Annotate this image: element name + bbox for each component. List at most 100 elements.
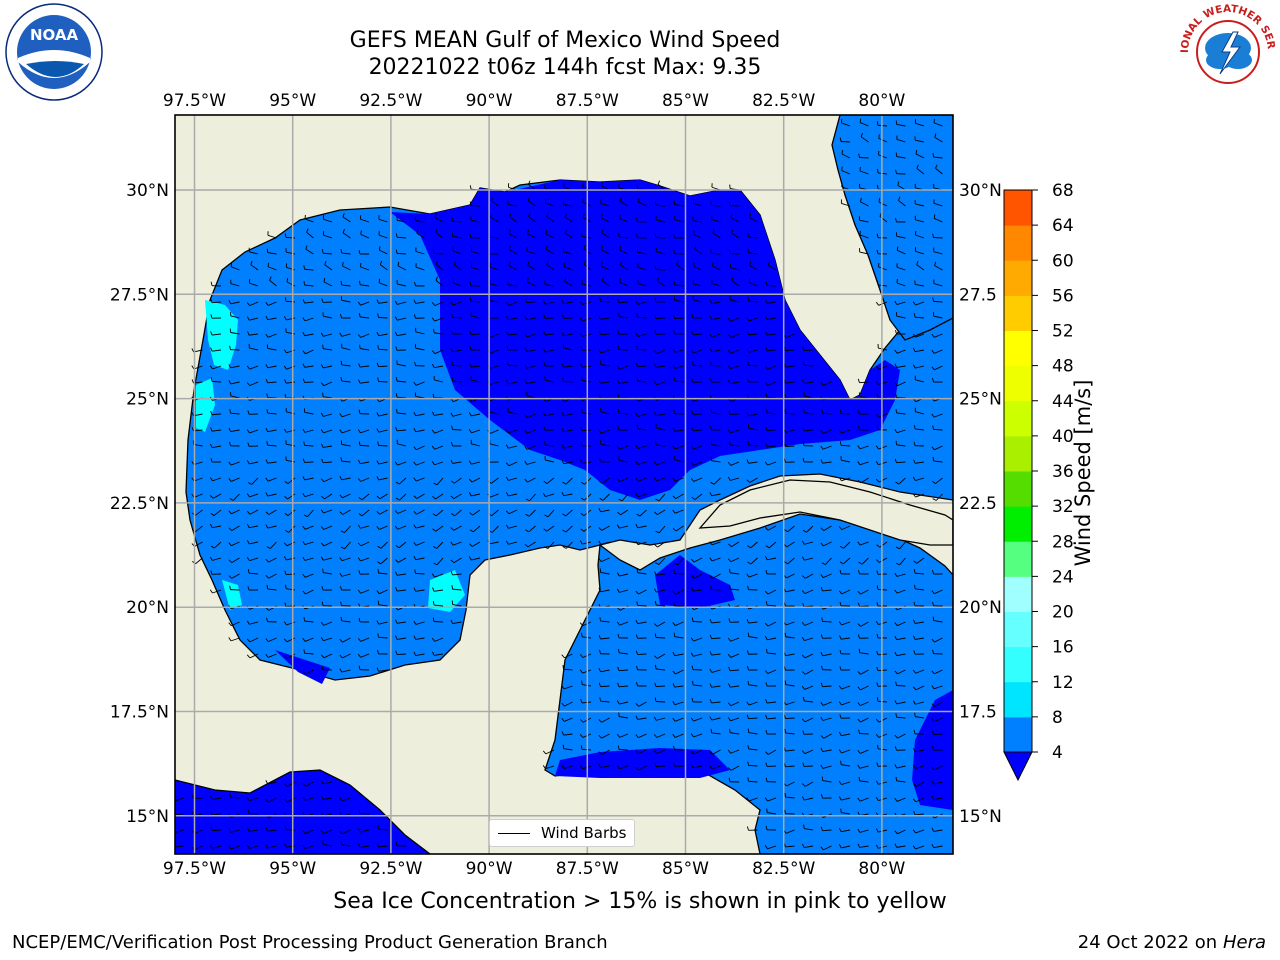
wind-barb [749,217,758,223]
wind-barb [582,412,592,415]
wind-barb [211,829,222,831]
map-canvas [175,115,953,854]
wind-barb [249,282,259,287]
lat-label-right: 22.5 [959,494,997,514]
wind-barb-flag [581,632,583,637]
wind-barb [249,541,259,545]
wind-barb-flag [505,444,509,449]
wind-barb-flag [654,633,657,638]
wind-barb-flag [246,620,250,625]
wind-barb [323,348,333,351]
wind-barb [378,218,388,223]
wind-barb-flag [229,585,231,590]
wind-barb-flag [765,527,769,531]
wind-barb [304,333,314,337]
wind-barb-flag [377,441,379,446]
wind-barb [527,281,536,287]
wind-barb-flag [802,783,806,787]
wind-barb-flag [283,621,287,626]
wind-barb [545,301,555,305]
wind-barb-flag [894,651,898,656]
wind-barb-flag [284,512,289,517]
wind-barb [545,249,555,255]
wind-barb [305,669,314,675]
colorbar-segment [1004,716,1032,753]
wind-barb-flag [561,299,565,304]
wind-barb-flag [543,362,546,367]
wind-barb-flag [320,332,324,337]
wind-barb-flag [564,277,567,282]
wind-barb-flag [320,637,324,641]
wind-barb [415,429,425,433]
atlantic-water [831,115,953,341]
wind-barb [323,413,333,417]
wind-barb-flag [413,461,417,466]
wind-barb-flag [913,313,916,318]
wind-barb [211,301,222,304]
colorbar-segment [1004,365,1032,402]
wind-barb [397,412,407,415]
wind-barb [803,429,814,432]
wind-barb [582,365,592,368]
wind-barb-flag [527,229,529,234]
wind-barb-flag [266,441,268,446]
wind-barb-flag [579,734,584,738]
wind-barb [898,200,906,207]
wind-barb [323,218,333,223]
wind-barb-flag [784,393,786,398]
wind-barb-flag [395,331,398,336]
wind-barb-flag [672,477,676,482]
wind-barb [508,493,518,497]
wind-barb [693,765,703,769]
wind-barb [212,493,222,499]
wind-barb-flag [895,681,897,686]
wind-barb-flag [524,543,529,548]
wind-barb [341,797,351,802]
wind-barb-flag [564,228,567,234]
wind-barb [491,200,499,207]
wind-barb-flag [747,777,749,782]
wind-barb [433,252,444,255]
wind-barb [748,333,758,336]
wind-barb-flag [580,459,583,464]
wind-barb [434,637,444,642]
wind-barb [804,412,814,415]
wind-barb [342,216,351,223]
wind-barb [175,845,185,848]
wind-barb-flag [931,766,935,771]
wind-barb-flag [894,670,898,675]
wind-barb [785,845,795,848]
wind-barb [323,477,333,483]
wind-barb-flag [672,509,676,514]
wind-barb [915,716,925,719]
wind-barb [655,204,666,207]
wind-barb [674,299,684,303]
wind-barb-flag [653,716,657,721]
wind-barb [471,443,481,447]
wind-barb [638,701,647,707]
wind-barb [360,653,370,658]
wind-barb-flag [283,349,287,354]
wind-barb [823,845,832,851]
high-wind-campeche [428,570,465,612]
wind-barb [711,541,721,546]
lat-label-right: 17.5 [959,703,997,723]
wind-barb-flag [340,248,343,254]
wind-barb-flag [932,425,934,430]
wind-barb [249,365,259,370]
wind-barb-flag [673,409,675,414]
wind-barb [230,283,240,287]
lat-label-right: 15°N [959,807,1002,827]
wind-barb [934,701,943,707]
wind-barb-flag [228,510,232,515]
wind-barb [915,250,925,255]
wind-barb [729,669,740,672]
wind-barb [785,701,795,706]
wind-barb-flag [931,718,935,722]
wind-barb-flag [857,749,861,754]
wind-barb [860,201,869,207]
wind-barb [804,685,814,690]
wind-barb-flag [857,828,861,833]
wind-barb-flag [748,278,751,283]
wind-barb [933,349,943,354]
